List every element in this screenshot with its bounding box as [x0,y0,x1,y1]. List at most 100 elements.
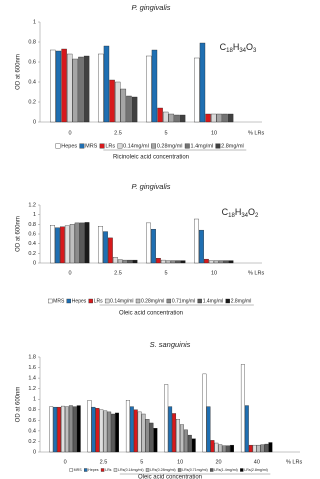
bar [117,259,123,264]
legend-swatch [166,298,172,304]
bar [64,225,70,264]
bar [137,411,142,453]
y-tick-label: 0.4 [28,79,36,85]
bar [98,226,103,264]
y-tick-label: 0.6 [28,418,36,424]
legend: MRS Hepes LRs 0.14mg/ml 0.28mg/ml 0.71mg/ml 1.… [48,298,251,304]
bar [264,443,269,453]
x-axis-title: Oleic acid concentration [119,311,183,317]
bar [59,226,65,264]
x-axis-title: Oleic acid concentration [138,475,202,479]
bar [151,228,156,264]
formula: C18H34O2 [222,207,259,218]
legend-swatch [145,468,150,472]
legend-swatch [88,298,93,304]
bar [115,412,119,453]
bar [109,79,115,123]
y-tick-label: 0.8 [28,222,36,228]
bar [125,400,130,453]
x-tick-label: 2.5 [100,459,108,465]
bar [49,406,54,453]
bar [67,53,73,123]
bar [57,406,62,453]
legend-swatch [113,468,118,472]
legend-swatch [84,468,88,472]
bar [99,409,104,453]
bar [157,107,163,123]
bar [208,260,214,264]
bar [76,405,81,453]
x-tick-label: 5 [140,459,143,465]
bar [170,260,176,264]
x-unit: % LRs [248,270,264,276]
formula-part: 34 [239,48,246,54]
bar [69,224,75,264]
x-tick-label: 40 [254,459,260,465]
y-tick-label: 0 [33,119,36,125]
legend-swatch [99,143,105,149]
x-tick-label: 0 [64,459,67,465]
bar [210,440,215,453]
bar [168,406,173,453]
legend-label: Hepes [88,468,99,472]
bar [72,406,77,453]
bar [146,222,151,264]
legend-swatch [100,468,105,472]
x-tick-label: 0 [68,270,71,276]
y-tick-label: 0.2 [28,439,36,445]
bar [213,260,219,264]
y-tick-label: 1.6 [28,365,36,371]
legend-label: MRS [74,468,83,472]
bar [172,413,177,453]
legend-swatch [79,143,85,149]
bar [120,88,127,123]
legend-label: LRs [105,468,112,472]
x-tick-label: 5 [164,270,167,276]
formula-part: 18 [226,48,233,54]
bar [153,428,158,453]
legend-swatch [184,143,190,149]
legend-swatch [135,298,141,304]
bar [91,406,96,453]
bar [165,260,171,264]
bar [98,53,104,123]
x-tick-label: 2.5 [114,130,122,136]
legend-label: LRs(0.71mg/ml) [182,468,208,472]
bar [83,55,90,123]
y-axis-title: OD at 600nm [16,54,22,90]
bar [103,410,108,453]
legend-label: Hepes [61,143,77,149]
y-tick-label: 0.2 [28,99,36,105]
y-tick-label: 0.2 [28,251,36,257]
bar [244,405,249,453]
bar [61,48,67,123]
legend-label: LRs(0.14mg/ml) [118,468,144,472]
bar [126,95,132,123]
bar [55,50,62,123]
bar [260,444,265,453]
y-tick-label: 0.8 [28,39,36,45]
bar [179,114,186,123]
legend-label: LRs(1.4mg/ml) [214,468,238,472]
legend-label: Hepes [72,298,87,304]
bar [112,257,118,264]
bar [111,413,116,453]
bar [222,445,227,453]
y-tick-label: 1 [33,212,36,218]
legend-label: 2.8mg/ml [231,298,252,304]
bar [240,364,245,453]
bar [211,113,217,123]
y-tick-label: 0 [33,260,36,266]
x-tick-label: 20 [215,459,221,465]
bar [203,258,209,264]
y-tick-label: 1.8 [28,354,36,360]
legend-swatch [66,298,71,304]
bar [176,419,180,453]
bar [199,229,204,264]
bar [78,56,84,123]
y-axis-title: OD at 600nm [16,387,22,423]
legend-label: MRS [53,298,65,304]
bar [180,260,186,264]
bar [216,113,223,123]
bar [53,406,58,453]
